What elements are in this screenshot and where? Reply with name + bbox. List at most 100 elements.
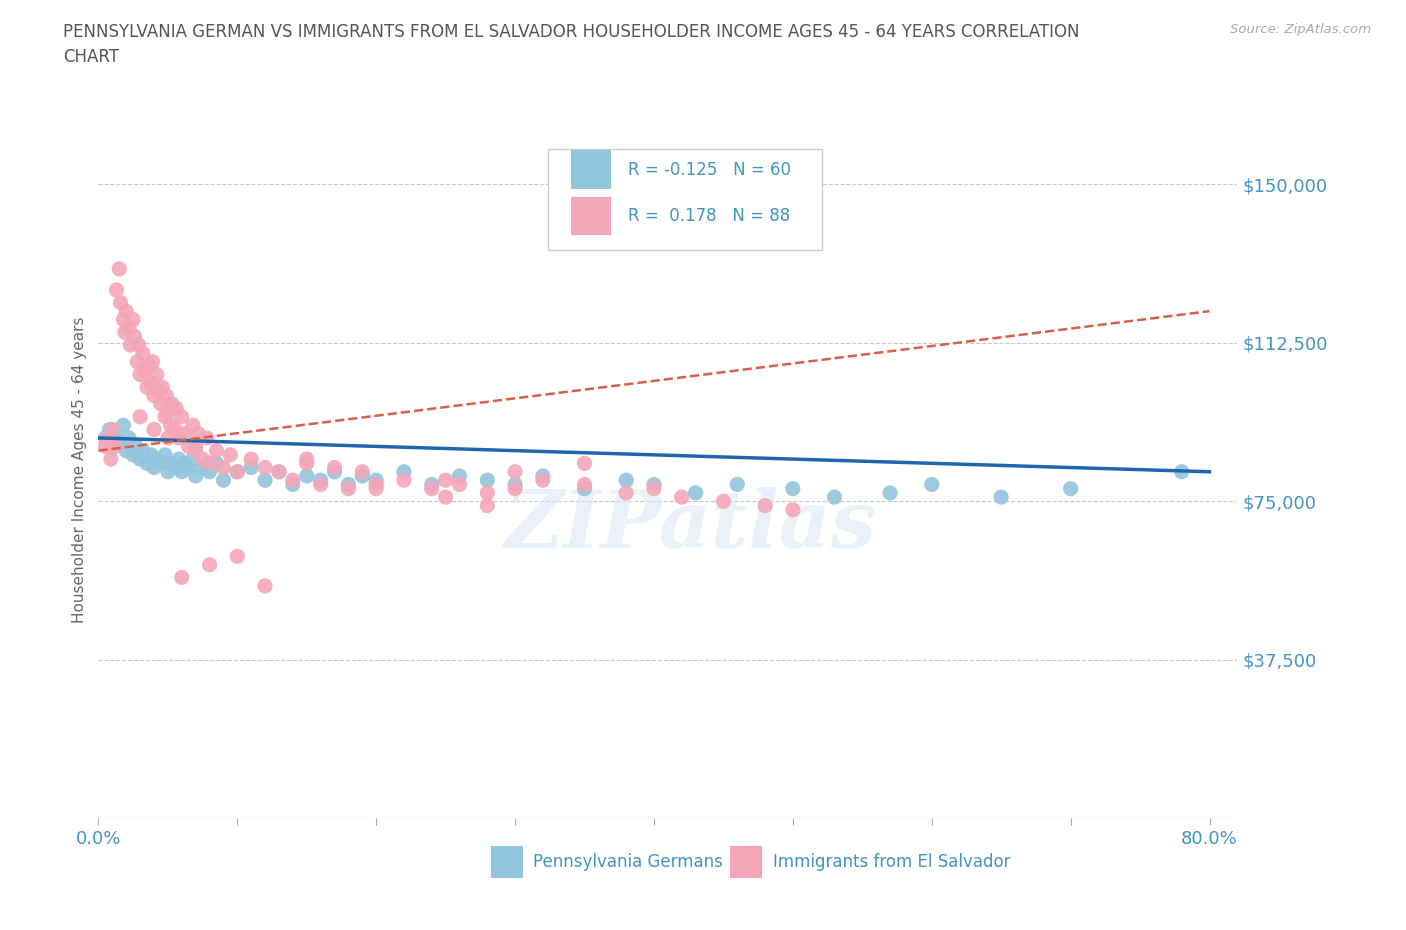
Point <box>104 426 127 441</box>
Y-axis label: Householder Income Ages 45 - 64 years: Householder Income Ages 45 - 64 years <box>72 316 87 623</box>
Point <box>191 460 214 475</box>
Point <box>167 452 190 467</box>
Point <box>122 447 145 462</box>
Point <box>173 426 195 441</box>
Point <box>434 472 457 487</box>
Point <box>156 464 179 479</box>
Point <box>153 447 176 462</box>
Point <box>110 295 132 310</box>
Point <box>267 464 290 479</box>
Point <box>191 452 214 467</box>
Point <box>477 472 499 487</box>
Point <box>108 434 131 449</box>
Point <box>195 431 218 445</box>
Point <box>392 472 415 487</box>
Point <box>184 444 207 458</box>
Point <box>685 485 707 500</box>
Point <box>146 384 169 399</box>
Point <box>153 409 176 424</box>
Point <box>323 464 346 479</box>
Point <box>337 477 360 492</box>
Point <box>108 261 131 276</box>
Point <box>145 367 167 382</box>
Point <box>267 464 290 479</box>
Point <box>198 557 221 572</box>
Point <box>124 329 146 344</box>
Point <box>101 422 124 437</box>
Point <box>254 460 277 475</box>
Text: ZIPatlas: ZIPatlas <box>505 486 877 565</box>
Text: R =  0.178   N = 88: R = 0.178 N = 88 <box>628 207 790 225</box>
FancyBboxPatch shape <box>548 149 821 250</box>
Point <box>614 485 637 500</box>
Point <box>143 388 166 403</box>
Point <box>198 464 221 479</box>
Bar <box>491 846 523 878</box>
Point <box>98 422 121 437</box>
Point <box>337 481 360 496</box>
Point <box>156 431 179 445</box>
Point <box>713 494 735 509</box>
Point <box>132 444 155 458</box>
Point <box>477 498 499 513</box>
Point <box>142 354 165 369</box>
Point <box>115 304 138 319</box>
Text: PENNSYLVANIA GERMAN VS IMMIGRANTS FROM EL SALVADOR HOUSEHOLDER INCOME AGES 45 - : PENNSYLVANIA GERMAN VS IMMIGRANTS FROM E… <box>63 23 1080 66</box>
Point <box>205 456 228 471</box>
Point <box>143 460 166 475</box>
Point <box>118 321 141 336</box>
Point <box>114 325 136 339</box>
Point <box>156 405 179 420</box>
Point <box>366 481 388 496</box>
Point <box>173 456 195 471</box>
Point <box>159 418 181 432</box>
Point <box>254 578 277 593</box>
Point <box>1059 481 1081 496</box>
Point <box>281 477 304 492</box>
Point <box>160 397 183 412</box>
Bar <box>571 197 612 235</box>
Point <box>352 464 374 479</box>
Point <box>170 464 193 479</box>
Point <box>323 460 346 475</box>
Point <box>149 456 172 471</box>
Point <box>574 481 596 496</box>
Point <box>309 472 332 487</box>
Point <box>112 418 135 432</box>
Point <box>184 439 207 454</box>
Point <box>574 477 596 492</box>
Point <box>97 431 120 445</box>
Text: Pennsylvania Germans: Pennsylvania Germans <box>533 854 723 871</box>
Point <box>205 444 228 458</box>
Point <box>150 379 173 394</box>
Point <box>181 418 204 432</box>
Point <box>352 469 374 484</box>
Point <box>392 464 415 479</box>
Point <box>212 460 235 475</box>
Point <box>138 359 160 374</box>
Point <box>226 464 249 479</box>
Point <box>531 472 554 487</box>
Point <box>449 477 471 492</box>
Point <box>879 485 901 500</box>
Point <box>574 456 596 471</box>
Point <box>118 431 141 445</box>
Point <box>226 464 249 479</box>
Point <box>181 452 204 467</box>
Point <box>281 472 304 487</box>
Point <box>170 409 193 424</box>
Point <box>128 338 150 352</box>
Text: R = -0.125   N = 60: R = -0.125 N = 60 <box>628 161 792 179</box>
Point <box>122 312 145 327</box>
Point <box>671 490 693 505</box>
Point <box>149 397 172 412</box>
Point <box>503 481 526 496</box>
Point <box>100 452 122 467</box>
Point <box>366 477 388 492</box>
Point <box>163 422 186 437</box>
Point <box>420 481 443 496</box>
Point <box>309 477 332 492</box>
Point <box>165 401 187 416</box>
Point <box>136 379 159 394</box>
Point <box>177 439 200 454</box>
